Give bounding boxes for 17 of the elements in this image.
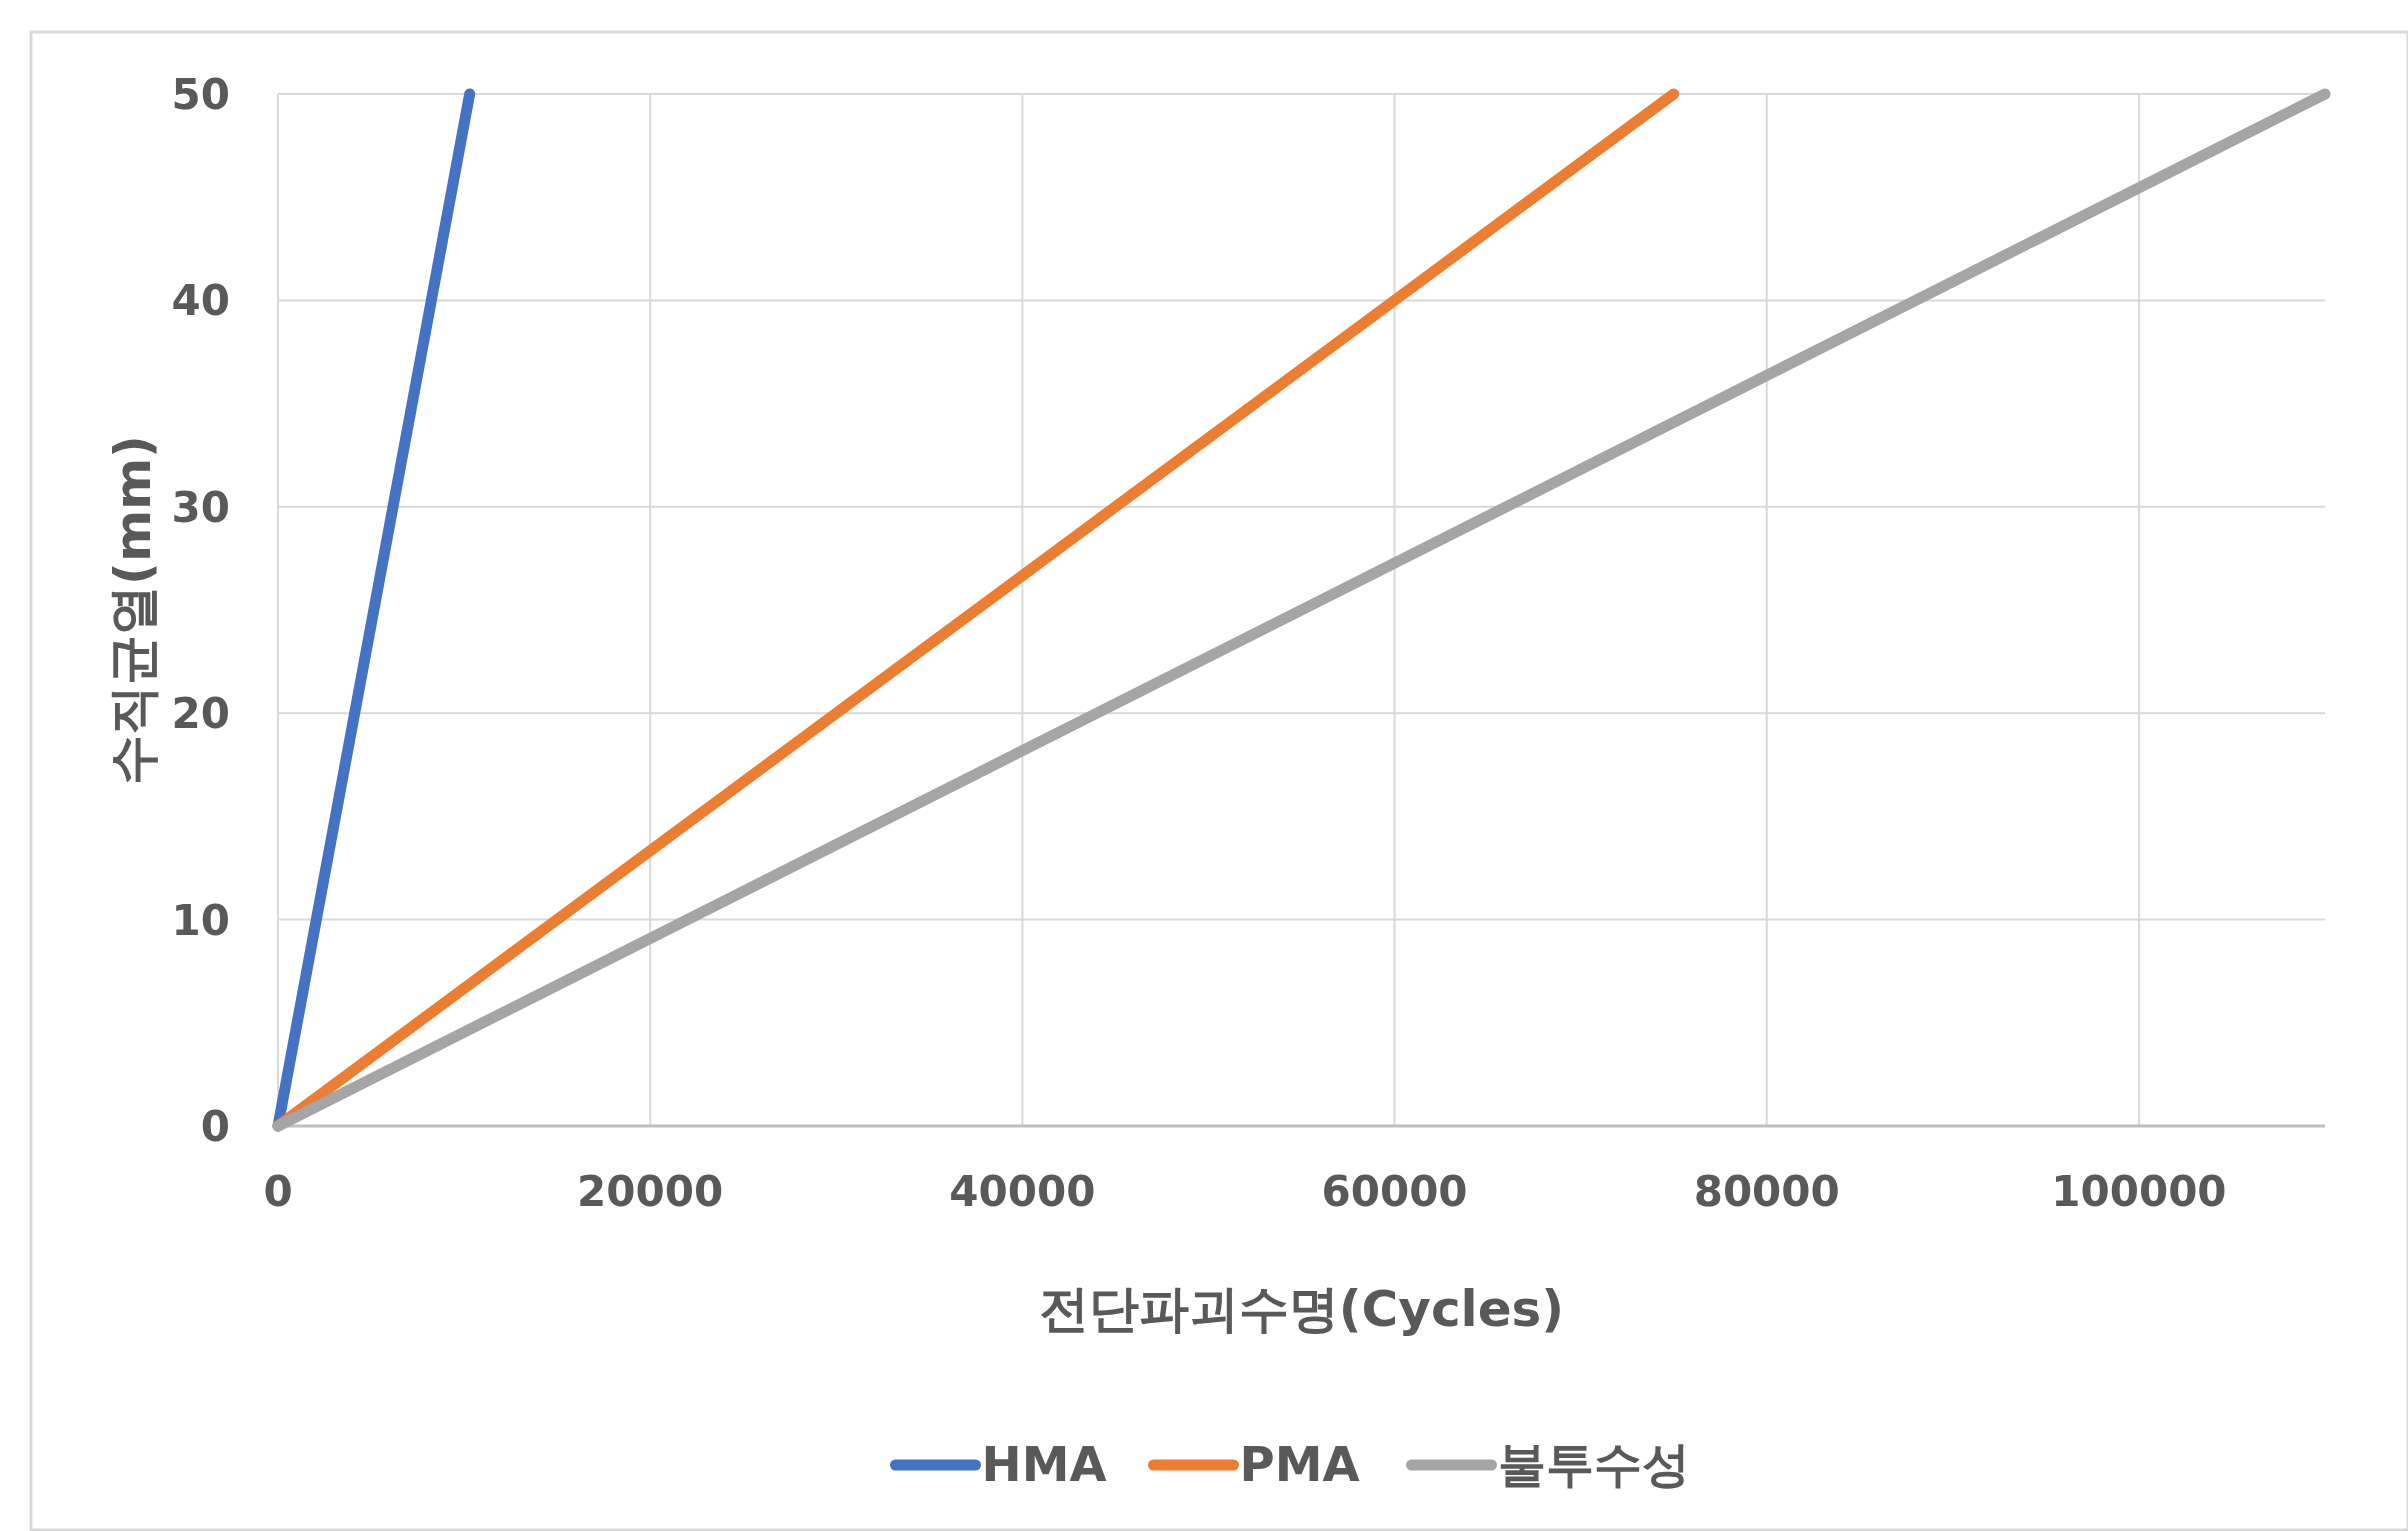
x-tick-label: 0 xyxy=(263,1167,293,1216)
y-tick-label: 0 xyxy=(200,1102,230,1151)
y-tick-label: 10 xyxy=(171,895,230,945)
legend-label: 불투수성 xyxy=(1497,1436,1690,1492)
x-tick-label: 40000 xyxy=(949,1167,1096,1216)
y-tick-label: 40 xyxy=(171,276,230,326)
x-tick-label: 100000 xyxy=(2051,1167,2227,1216)
y-tick-label: 50 xyxy=(171,70,230,119)
y-axis-title: 수직균열(mm) xyxy=(104,435,162,785)
x-axis-title: 전단파괴수명(Cycles) xyxy=(1038,1280,1565,1338)
y-tick-label: 20 xyxy=(171,689,230,739)
legend-label: HMA xyxy=(981,1436,1107,1492)
x-tick-label: 60000 xyxy=(1321,1167,1468,1216)
x-tick-label: 20000 xyxy=(577,1167,724,1216)
y-tick-label: 30 xyxy=(171,482,230,532)
legend-label: PMA xyxy=(1239,1436,1360,1492)
x-tick-label: 80000 xyxy=(1693,1167,1840,1216)
